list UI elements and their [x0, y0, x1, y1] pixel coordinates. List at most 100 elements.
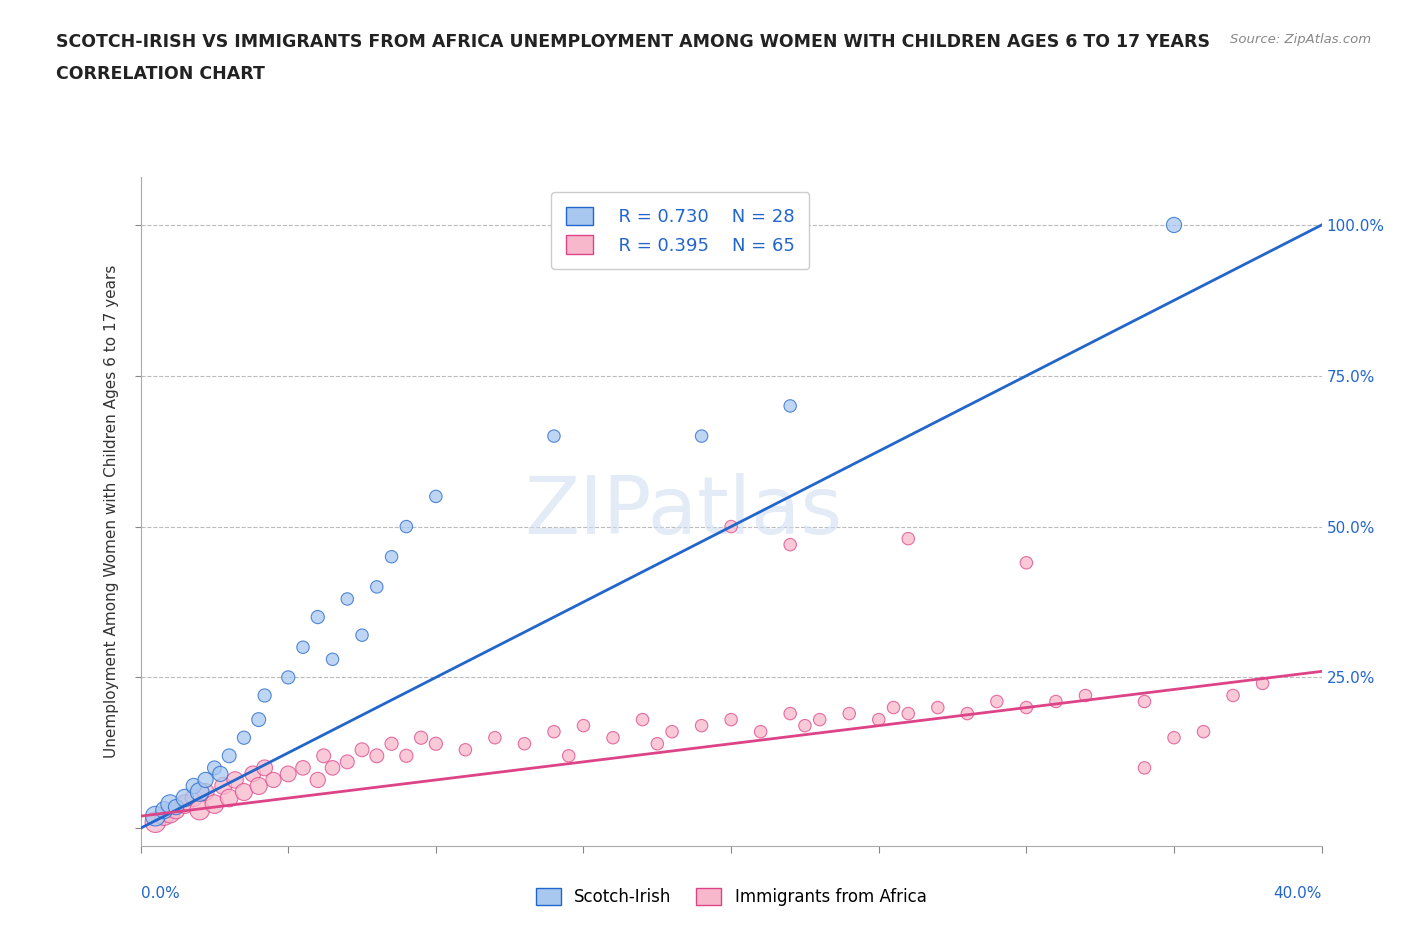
Point — [336, 754, 359, 769]
Point — [352, 742, 374, 757]
Point — [202, 797, 225, 812]
Point — [321, 761, 344, 776]
Point — [247, 712, 270, 727]
Point — [165, 803, 187, 817]
Point — [1251, 676, 1274, 691]
Point — [352, 628, 374, 643]
Point — [883, 700, 905, 715]
Point — [321, 652, 344, 667]
Point — [395, 519, 418, 534]
Point — [188, 785, 211, 800]
Point — [1074, 688, 1097, 703]
Point — [794, 718, 817, 733]
Point — [366, 579, 388, 594]
Point — [188, 803, 211, 817]
Point — [212, 778, 235, 793]
Point — [986, 694, 1008, 709]
Text: Source: ZipAtlas.com: Source: ZipAtlas.com — [1230, 33, 1371, 46]
Point — [218, 749, 240, 764]
Point — [277, 766, 299, 781]
Point — [513, 737, 536, 751]
Point — [253, 761, 276, 776]
Point — [454, 742, 477, 757]
Point — [661, 724, 683, 739]
Point — [380, 550, 404, 565]
Point — [484, 730, 506, 745]
Point — [233, 730, 256, 745]
Point — [838, 706, 860, 721]
Point — [1015, 555, 1038, 570]
Point — [411, 730, 433, 745]
Point — [380, 737, 404, 751]
Point — [645, 737, 669, 751]
Point — [1163, 218, 1185, 232]
Point — [956, 706, 979, 721]
Point — [336, 591, 359, 606]
Point — [557, 749, 581, 764]
Point — [209, 766, 232, 781]
Y-axis label: Unemployment Among Women with Children Ages 6 to 17 years: Unemployment Among Women with Children A… — [104, 265, 120, 758]
Point — [233, 785, 256, 800]
Point — [183, 778, 205, 793]
Point — [779, 398, 801, 413]
Point — [292, 640, 315, 655]
Point — [262, 773, 284, 788]
Point — [174, 790, 197, 805]
Point — [312, 749, 335, 764]
Point — [572, 718, 595, 733]
Point — [307, 610, 329, 625]
Legend: Scotch-Irish, Immigrants from Africa: Scotch-Irish, Immigrants from Africa — [529, 881, 934, 912]
Point — [145, 815, 166, 830]
Text: 40.0%: 40.0% — [1274, 886, 1322, 901]
Point — [690, 718, 713, 733]
Point — [602, 730, 624, 745]
Point — [720, 519, 742, 534]
Point — [218, 790, 240, 805]
Point — [253, 688, 276, 703]
Point — [194, 773, 217, 788]
Point — [174, 797, 197, 812]
Point — [292, 761, 315, 776]
Point — [720, 712, 742, 727]
Point — [224, 773, 246, 788]
Point — [202, 761, 225, 776]
Point — [543, 724, 565, 739]
Point — [543, 429, 565, 444]
Point — [425, 737, 447, 751]
Text: 0.0%: 0.0% — [141, 886, 180, 901]
Point — [307, 773, 329, 788]
Point — [868, 712, 890, 727]
Text: CORRELATION CHART: CORRELATION CHART — [56, 65, 266, 83]
Point — [1192, 724, 1215, 739]
Point — [1133, 694, 1156, 709]
Point — [1015, 700, 1038, 715]
Point — [395, 749, 418, 764]
Point — [1163, 730, 1185, 745]
Point — [145, 809, 166, 824]
Point — [425, 489, 447, 504]
Point — [366, 749, 388, 764]
Point — [779, 538, 801, 552]
Point — [247, 778, 270, 793]
Point — [897, 706, 920, 721]
Text: ZIPatlas: ZIPatlas — [524, 472, 844, 551]
Point — [153, 809, 176, 824]
Point — [631, 712, 654, 727]
Point — [690, 429, 713, 444]
Point — [1045, 694, 1067, 709]
Text: SCOTCH-IRISH VS IMMIGRANTS FROM AFRICA UNEMPLOYMENT AMONG WOMEN WITH CHILDREN AG: SCOTCH-IRISH VS IMMIGRANTS FROM AFRICA U… — [56, 33, 1211, 50]
Point — [159, 805, 181, 820]
Point — [242, 766, 264, 781]
Point — [1222, 688, 1244, 703]
Point — [1133, 761, 1156, 776]
Point — [165, 800, 187, 815]
Point — [183, 790, 205, 805]
Point — [153, 803, 176, 817]
Point — [749, 724, 772, 739]
Point — [159, 797, 181, 812]
Point — [277, 670, 299, 684]
Legend:   R = 0.730    N = 28,   R = 0.395    N = 65: R = 0.730 N = 28, R = 0.395 N = 65 — [551, 193, 810, 269]
Point — [194, 785, 217, 800]
Point — [897, 531, 920, 546]
Point — [927, 700, 949, 715]
